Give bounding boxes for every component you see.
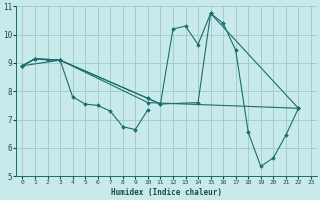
X-axis label: Humidex (Indice chaleur): Humidex (Indice chaleur) xyxy=(111,188,222,197)
